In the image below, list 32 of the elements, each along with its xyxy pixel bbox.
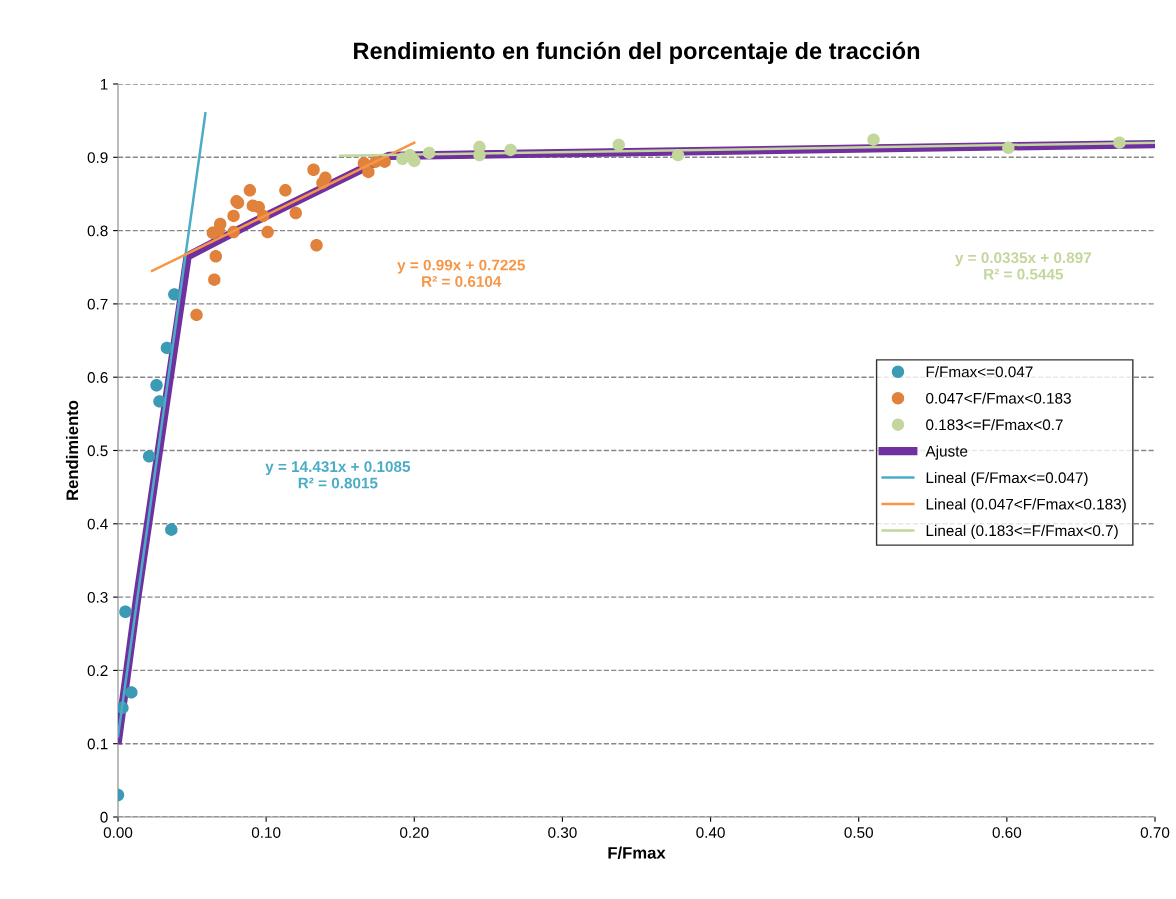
x-tick-label: 0.50: [844, 827, 873, 838]
legend-label: 0.183<=F/Fmax<0.7: [926, 418, 1063, 431]
x-tick-label: 0.10: [251, 827, 281, 838]
legend-label: F/Fmax<=0.047: [926, 366, 1033, 378]
y-tick-label: 0.4: [87, 518, 108, 530]
y-tick-label: 0.1: [87, 738, 108, 750]
x-tick-label: 0.20: [400, 827, 429, 838]
y-tick-label: 0.6: [87, 372, 108, 383]
y-tick-label: 0.9: [87, 152, 108, 163]
annotation: y = 0.0335x + 0.897 R² = 0.5445: [955, 252, 1092, 280]
legend-label: 0.047<F/Fmax<0.183: [926, 392, 1071, 404]
x-tick-label: 0.00: [103, 827, 133, 838]
y-tick-label: 0: [100, 811, 108, 823]
y-tick-label: 0.2: [87, 665, 108, 677]
x-axis-title: F/Fmax: [608, 846, 666, 859]
x-tick-label: 0.70: [1140, 827, 1170, 838]
y-tick-label: 0.7: [87, 298, 108, 310]
legend-label: Ajuste: [925, 445, 968, 460]
x-tick-label: 0.60: [992, 827, 1022, 838]
legend-label: Lineal (F/Fmax<=0.047): [926, 471, 1088, 487]
y-tick-label: 0.5: [87, 445, 108, 457]
y-tick-label: 0.8: [87, 225, 108, 237]
chart-title: Rendimiento en función del porcentaje de tracción: [354, 41, 920, 64]
legend-label: Lineal (0.183<=F/Fmax<0.7): [926, 524, 1118, 540]
x-tick-label: 0.40: [696, 827, 725, 838]
y-axis-title: Rendimiento: [65, 400, 79, 500]
annotation: y = 0.99x + 0.7225 R² = 0.6104: [397, 259, 525, 287]
y-tick-label: 1: [100, 79, 108, 90]
x-tick-label: 0.30: [548, 827, 577, 838]
annotation: y = 14.431x + 0.1085 R² = 0.8015: [265, 461, 411, 489]
y-tick-label: 0.3: [87, 591, 108, 603]
legend-label: Lineal (0.047<F/Fmax<0.183): [926, 498, 1126, 513]
